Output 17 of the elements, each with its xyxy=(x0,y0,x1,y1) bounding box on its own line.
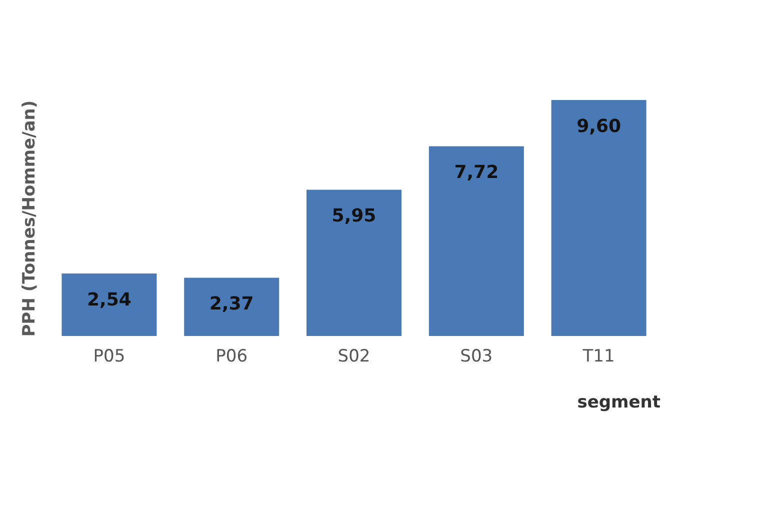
x-tick-label: S02 xyxy=(338,346,370,366)
data-label: 7,72 xyxy=(454,162,499,184)
bar xyxy=(428,146,524,336)
bar xyxy=(306,190,402,336)
x-tick-label: T11 xyxy=(582,346,615,366)
data-label: 2,54 xyxy=(86,290,132,311)
bar xyxy=(62,274,157,336)
bar xyxy=(551,100,646,336)
data-label: 5,95 xyxy=(332,206,376,227)
data-label: 2,37 xyxy=(209,294,254,315)
bar xyxy=(184,278,280,336)
y-axis-title: PPH (Tonnes/Homme/an) xyxy=(20,100,40,337)
x-axis-title: segment xyxy=(577,392,660,412)
x-tick-label: P05 xyxy=(93,346,126,366)
data-label: 9,60 xyxy=(576,116,622,137)
x-tick-label: P06 xyxy=(216,346,248,366)
x-tick-label: S03 xyxy=(460,346,493,366)
